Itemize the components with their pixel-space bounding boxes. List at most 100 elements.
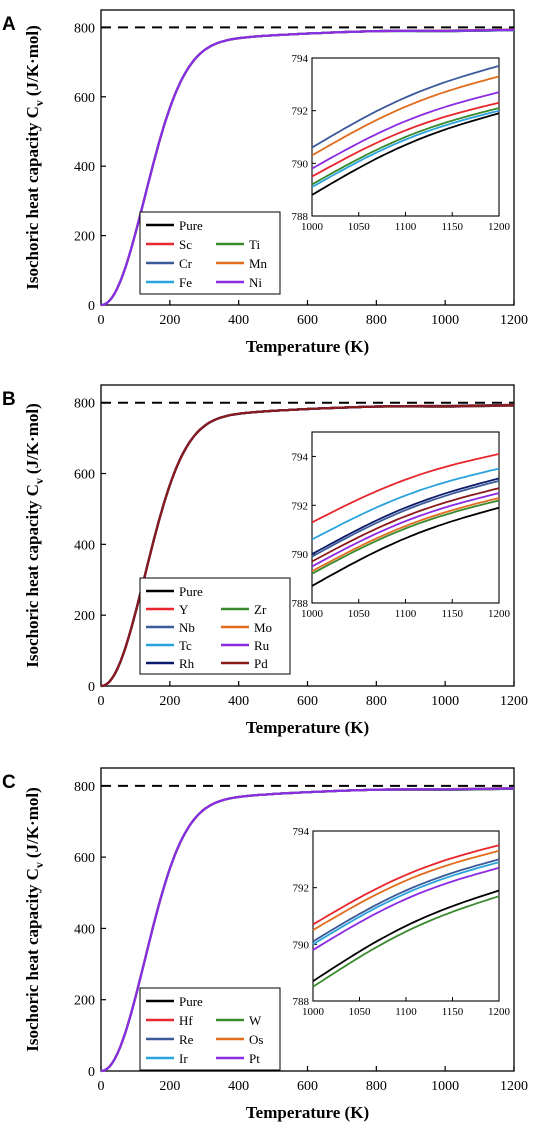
y-tick-label: 0 [88, 680, 95, 695]
x-tick-label: 1200 [500, 694, 528, 709]
x-tick-label: 1200 [500, 313, 528, 328]
inset-x-tick-label: 1000 [302, 1006, 325, 1018]
x-tick-label: 0 [98, 1079, 105, 1094]
panel-label: B [2, 389, 16, 410]
legend-label-Pure: Pure [179, 584, 203, 599]
inset-series-line-Sc [311, 101, 500, 178]
inset-series-line-Ni [311, 91, 500, 170]
y-tick-label: 400 [74, 922, 95, 937]
legend-label-Mn: Mn [249, 256, 268, 271]
legend-label-Ni: Ni [249, 275, 262, 290]
x-axis-label: Temperature (K) [246, 718, 369, 737]
inset-series-line-Y [311, 453, 500, 524]
chart-panel-B: B 0 200 400 600 800 1000 1200 0 200 400 600 800 Tempe… [2, 384, 528, 737]
inset-x-tick-label: 1150 [441, 221, 463, 233]
legend-label-Pd: Pd [254, 656, 268, 671]
x-axis-label: Temperature (K) [246, 1103, 369, 1122]
chart-panel-A: A 0 200 400 600 800 1000 1200 0 200 400 600 800 Tempe… [2, 9, 528, 356]
inset-series-line-Os [312, 849, 500, 931]
x-tick-label: 800 [366, 313, 387, 328]
inset-x-tick-label: 1000 [301, 608, 324, 620]
legend-label-Tc: Tc [179, 638, 192, 653]
inset-series-line-Ti [311, 107, 500, 186]
inset-x-tick-label: 1200 [488, 1006, 511, 1018]
y-tick-label: 400 [74, 538, 95, 553]
y-axis-label: Isochoric heat capacity Cv (J/K·mol) [23, 25, 46, 290]
y-axis-label-main: Isochoric heat capacity C [23, 106, 42, 290]
inset-y-tick-label: 788 [292, 211, 309, 223]
x-tick-label: 600 [297, 313, 318, 328]
x-tick-label: 600 [297, 1079, 318, 1094]
y-tick-label: 400 [74, 160, 95, 175]
x-tick-label: 1000 [431, 313, 459, 328]
inset-series-line-Pure [311, 112, 500, 196]
inset-x-tick-label: 1150 [442, 1006, 464, 1018]
y-tick-label: 200 [74, 994, 95, 1009]
inset-series-line-Rh [311, 477, 500, 555]
legend-label-Pure: Pure [179, 218, 203, 233]
x-tick-label: 200 [159, 313, 180, 328]
inset-x-tick-label: 1200 [488, 221, 511, 233]
inset-series-line-Pure [311, 506, 500, 587]
x-tick-label: 400 [228, 694, 249, 709]
x-tick-label: 0 [98, 313, 105, 328]
chart-panel-C: C 0 200 400 600 800 1000 1200 0 200 400 600 800 Tempe… [2, 767, 528, 1122]
inset-x-tick-label: 1050 [348, 221, 371, 233]
inset-y-tick-label: 790 [292, 549, 309, 561]
inset-series-line-Ir [312, 861, 500, 946]
inset-y-tick-label: 788 [293, 996, 310, 1008]
inset-series-line-Pure [312, 889, 500, 982]
y-axis-label-unit: (J/K·mol) [23, 787, 42, 858]
y-axis-label-unit: (J/K·mol) [23, 25, 42, 96]
legend-label-Mo: Mo [254, 620, 272, 635]
y-axis-label-sub: v [32, 862, 46, 868]
inset-x-tick-label: 1050 [349, 1006, 372, 1018]
legend-label-Zr: Zr [254, 602, 267, 617]
legend-label-Re: Re [179, 1032, 194, 1047]
panel-label: C [2, 772, 16, 793]
inset-x-tick-label: 1200 [488, 608, 511, 620]
y-tick-label: 800 [74, 780, 95, 795]
y-axis-label-sub: v [32, 478, 46, 484]
y-tick-label: 800 [74, 21, 95, 36]
x-tick-label: 800 [366, 1079, 387, 1094]
panel-label: A [2, 14, 16, 35]
y-tick-label: 800 [74, 397, 95, 412]
inset-y-tick-label: 792 [292, 500, 309, 512]
legend-label-Ir: Ir [179, 1051, 188, 1066]
x-tick-label: 0 [98, 694, 105, 709]
inset-series-line-Re [312, 858, 500, 943]
x-axis-label: Temperature (K) [246, 337, 369, 356]
y-axis-label-unit: (J/K·mol) [23, 403, 42, 474]
x-tick-label: 1000 [431, 1079, 459, 1094]
x-tick-label: 1200 [500, 1079, 528, 1094]
inset-x-tick-label: 1100 [395, 1006, 417, 1018]
inset-y-tick-label: 794 [292, 53, 309, 65]
y-tick-label: 200 [74, 230, 95, 245]
legend-label-Fe: Fe [179, 275, 192, 290]
series-line-Pd [100, 404, 514, 688]
y-axis-label-main: Isochoric heat capacity C [23, 484, 42, 668]
legend-label-W: W [249, 1013, 262, 1028]
inset-x-tick-label: 1150 [441, 608, 463, 620]
legend-label-Os: Os [249, 1032, 263, 1047]
inset-series-line-Mo [311, 497, 500, 572]
inset-y-tick-label: 788 [292, 598, 309, 610]
y-axis-label: Isochoric heat capacity Cv (J/K·mol) [23, 403, 46, 668]
inset-y-tick-label: 790 [293, 939, 310, 951]
series-line-Ni [100, 28, 514, 307]
y-tick-label: 0 [88, 299, 95, 314]
inset-series-line-Ru [311, 492, 500, 568]
inset-x-tick-label: 1100 [395, 608, 417, 620]
legend-label-Rh: Rh [179, 656, 195, 671]
inset-series-line-Zr [311, 499, 500, 575]
inset-series-line-Mn [311, 75, 500, 157]
inset-series-line-Hf [312, 844, 500, 926]
inset-series-line-W [312, 895, 500, 988]
inset-frame [312, 830, 500, 1002]
inset-series-line-Fe [311, 109, 500, 188]
x-tick-label: 200 [159, 694, 180, 709]
legend-label-Nb: Nb [179, 620, 195, 635]
inset-series-line-Tc [311, 467, 500, 541]
y-axis-label-sub: v [32, 100, 46, 106]
